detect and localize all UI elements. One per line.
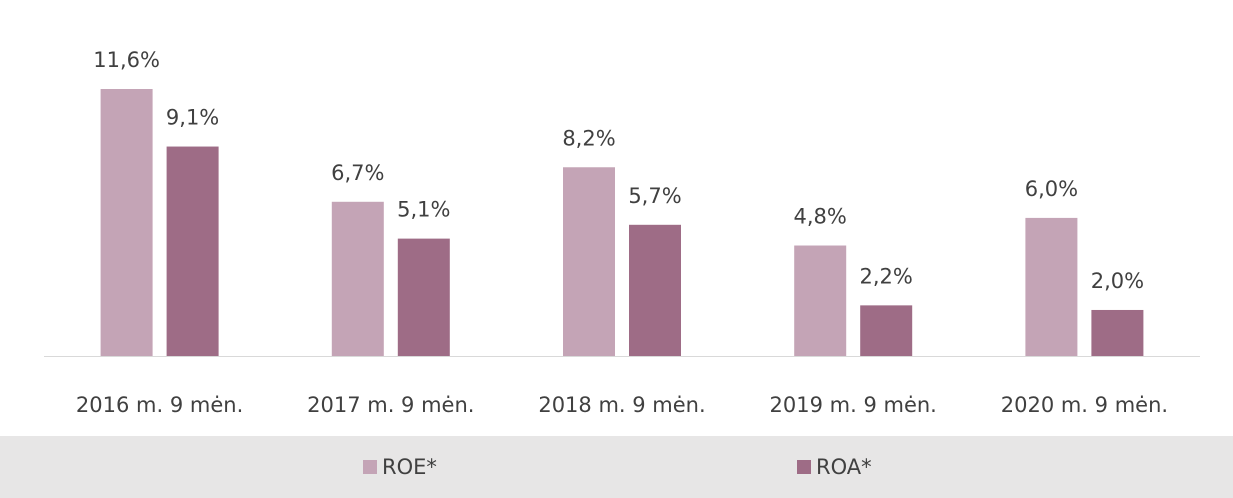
- data-label: 9,1%: [166, 106, 219, 130]
- bar: [1025, 217, 1078, 356]
- data-label: 4,8%: [794, 205, 847, 229]
- bar: [1091, 309, 1144, 356]
- data-label: 6,7%: [331, 161, 384, 185]
- x-tick-label: 2019 m. 9 mėn.: [770, 393, 937, 417]
- bar: [331, 201, 384, 356]
- data-label: 2,2%: [860, 264, 913, 288]
- bar: [100, 89, 153, 356]
- x-tick-label: 2018 m. 9 mėn.: [538, 393, 705, 417]
- x-tick-label: 2016 m. 9 mėn.: [76, 393, 243, 417]
- data-label: 8,2%: [562, 126, 615, 150]
- legend-label: ROA*: [816, 455, 872, 479]
- data-label: 6,0%: [1025, 177, 1078, 201]
- data-label: 2,0%: [1091, 269, 1144, 293]
- bar: [563, 167, 615, 356]
- bar: [629, 224, 681, 356]
- data-label: 5,1%: [397, 198, 450, 222]
- legend-background: [0, 436, 1233, 498]
- legend-swatch: [363, 460, 377, 474]
- legend-swatch: [797, 460, 811, 474]
- x-tick-label: 2017 m. 9 mėn.: [307, 393, 474, 417]
- x-tick-label: 2020 m. 9 mėn.: [1001, 393, 1168, 417]
- legend-label: ROE*: [382, 455, 437, 479]
- data-label: 5,7%: [628, 184, 681, 208]
- data-label: 11,6%: [93, 48, 160, 72]
- bar: [794, 245, 847, 356]
- bar: [166, 146, 219, 356]
- bar: [860, 305, 913, 356]
- bar: [397, 238, 450, 356]
